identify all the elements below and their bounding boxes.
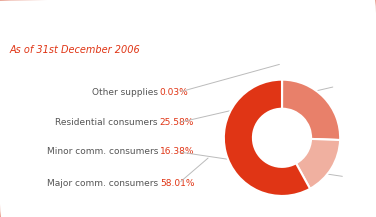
Text: As of 31st December 2006: As of 31st December 2006 [9,45,140,56]
Text: 0.03%: 0.03% [160,88,188,97]
Text: Structure of Electric Power Supply: Structure of Electric Power Supply [8,13,236,25]
Text: 16.38%: 16.38% [160,147,194,156]
Text: Minor comm. consumers: Minor comm. consumers [47,147,158,156]
Wedge shape [282,80,340,140]
Text: Other supplies: Other supplies [92,88,158,97]
Text: 58.01%: 58.01% [160,179,194,188]
Text: 25.58%: 25.58% [160,118,194,127]
Wedge shape [224,80,310,196]
Wedge shape [296,139,340,189]
Text: Residential consumers: Residential consumers [55,118,158,127]
Text: Major comm. consumers: Major comm. consumers [47,179,158,188]
